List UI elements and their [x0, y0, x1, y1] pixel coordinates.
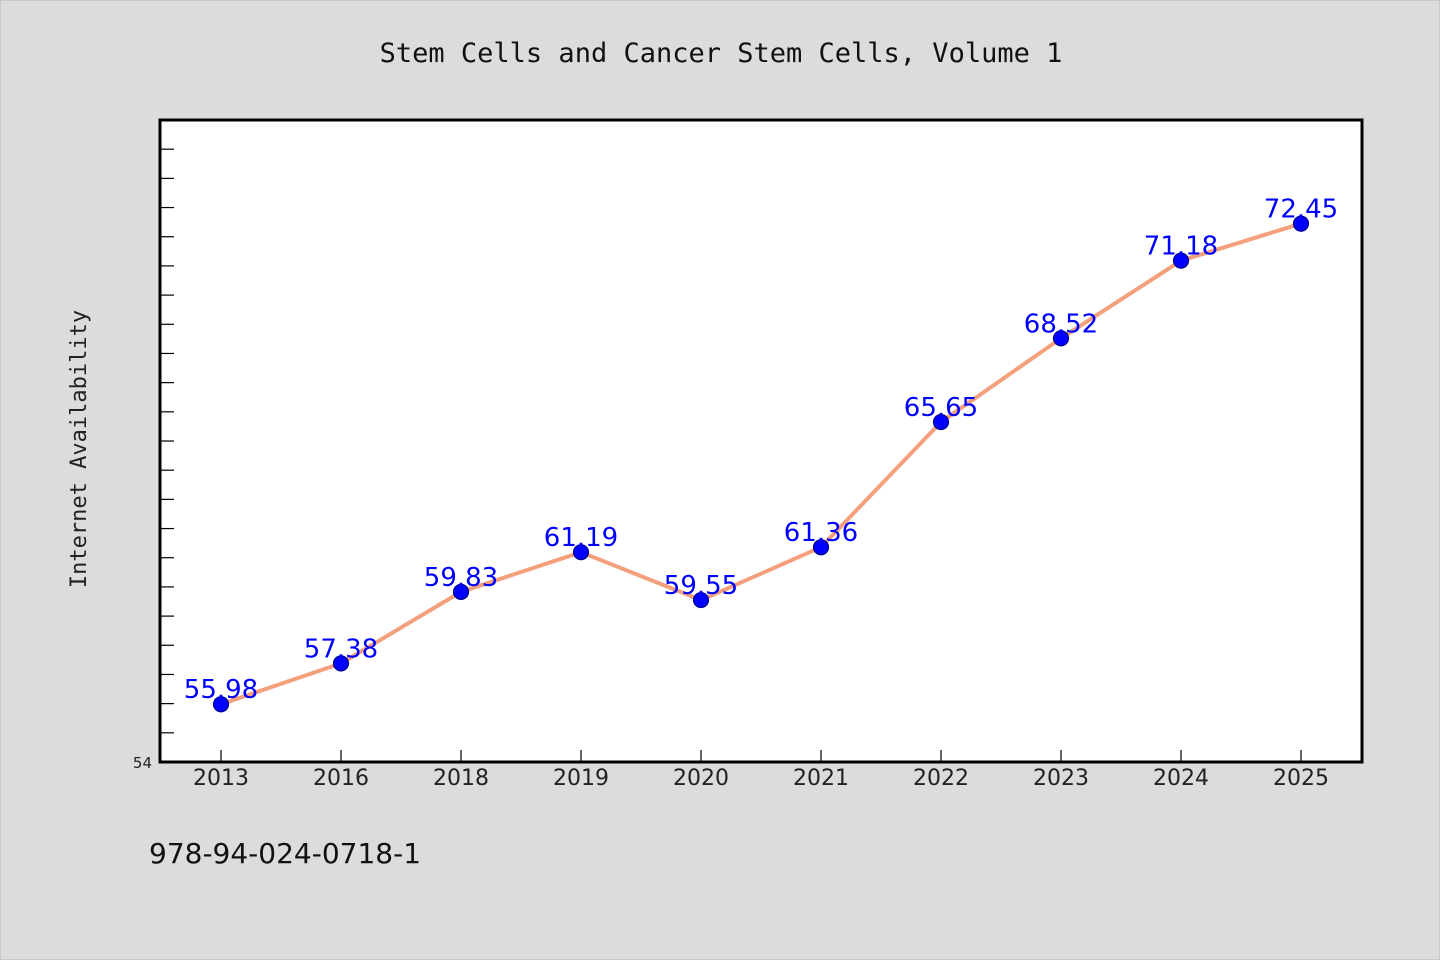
data-label: 61.19 — [544, 523, 618, 553]
x-tick-label: 2020 — [673, 766, 729, 791]
data-label: 72.45 — [1264, 195, 1338, 225]
data-point — [1172, 252, 1190, 269]
y-axis-label: Internet Availability — [67, 310, 92, 588]
isbn-footer: 978-94-024-0718-1 — [149, 837, 421, 870]
series-line — [219, 221, 1303, 707]
data-label-layer: 55.98 57.38 59.83 61.19 59.55 61.36 65.65 68.52… — [184, 195, 1338, 706]
x-tick-label: 2016 — [313, 766, 369, 791]
plot-area — [158, 118, 1364, 764]
x-axis-ticks: 2013 2016 2018 2019 2020 2021 2022 2023 2024 2025 — [193, 750, 1329, 791]
data-label: 71.18 — [1144, 232, 1218, 262]
x-tick-label: 2018 — [433, 766, 489, 791]
y-axis-ticks: 54 — [133, 148, 174, 772]
data-point — [212, 696, 230, 713]
data-point — [572, 544, 590, 561]
y-tick-label: 54 — [133, 754, 152, 772]
x-tick-label: 2013 — [193, 766, 249, 791]
data-label: 59.83 — [424, 563, 498, 593]
data-point — [332, 655, 350, 672]
x-tick-label: 2021 — [793, 766, 849, 791]
data-point — [1292, 215, 1310, 232]
chart-title: Stem Cells and Cancer Stem Cells, Volume… — [380, 38, 1063, 69]
data-point — [452, 583, 470, 600]
data-label: 65.65 — [904, 393, 978, 423]
x-tick-label: 2025 — [1273, 766, 1329, 791]
data-point — [692, 591, 710, 609]
series-layer — [212, 215, 1310, 713]
data-point — [812, 539, 830, 556]
data-point — [1052, 330, 1070, 347]
x-tick-label: 2024 — [1153, 766, 1209, 791]
data-label: 59.55 — [664, 571, 738, 601]
data-label: 61.36 — [784, 518, 858, 548]
data-label: 68.52 — [1024, 309, 1098, 339]
x-tick-label: 2022 — [913, 766, 969, 791]
x-tick-label: 2023 — [1033, 766, 1089, 791]
data-label: 57.38 — [304, 634, 378, 664]
data-point — [932, 413, 950, 431]
data-label: 55.98 — [184, 675, 258, 705]
x-tick-label: 2019 — [553, 766, 609, 791]
